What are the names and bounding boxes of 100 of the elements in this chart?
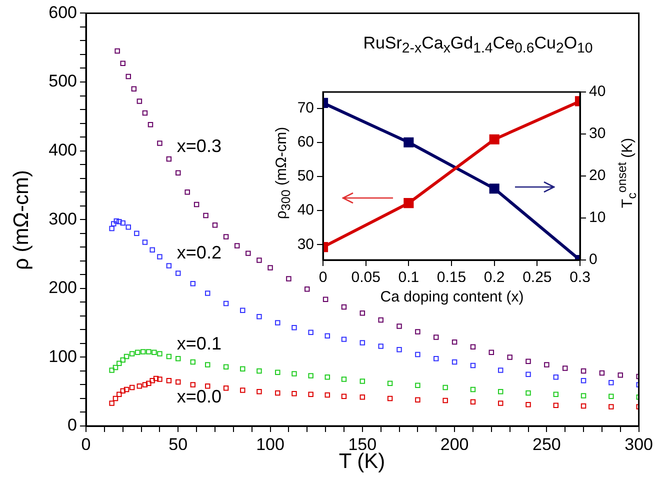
point: [553, 402, 559, 408]
series-label: x=0.2: [176, 242, 222, 263]
point: [341, 304, 347, 310]
point: [205, 383, 210, 389]
point: [256, 388, 262, 394]
point: [608, 404, 614, 410]
point: [580, 378, 586, 384]
point: [507, 354, 512, 360]
point: [205, 362, 210, 368]
series-label: x=0.1: [176, 333, 222, 354]
x-tick-label: 0.1: [398, 269, 420, 286]
point: [129, 384, 135, 390]
point: [234, 243, 240, 248]
y-tick-label: 30: [297, 236, 314, 253]
point: [470, 386, 476, 392]
point: [116, 392, 122, 397]
point: [240, 366, 246, 372]
point: [544, 362, 550, 368]
y-tick-label: 300: [48, 209, 77, 228]
point: [433, 334, 439, 340]
point: [240, 388, 246, 393]
point: [152, 350, 157, 356]
point: [114, 218, 120, 224]
y-tick-label: 600: [48, 2, 77, 22]
x-tick-label: 0: [81, 434, 91, 454]
y-tick-label: 70: [297, 100, 314, 116]
point: [176, 379, 181, 385]
point: [176, 270, 181, 276]
point: [256, 258, 262, 263]
point: [246, 250, 251, 256]
point: [498, 388, 504, 394]
point: [116, 360, 122, 366]
x-tick-label: 0: [318, 269, 328, 286]
point: [157, 351, 162, 356]
y-tick-label: 60: [297, 134, 314, 151]
point: [304, 286, 310, 292]
point: [256, 368, 262, 374]
point: [157, 254, 162, 260]
point: [223, 300, 229, 306]
point: [212, 222, 218, 228]
point: [360, 340, 366, 346]
x-tick-label: 250: [532, 434, 561, 454]
point: [150, 247, 155, 252]
x-tick-label: 50: [168, 434, 188, 454]
point: [150, 378, 155, 384]
y2-tick-label: 0: [589, 251, 598, 268]
y2-tick-label: 30: [589, 125, 606, 142]
x-tick-label: 0.15: [436, 269, 466, 286]
point: [608, 380, 614, 386]
point: [442, 384, 448, 390]
point: [134, 350, 140, 356]
point: [442, 398, 448, 404]
y-tick-label: 100: [48, 346, 77, 366]
point: [109, 400, 114, 406]
point: [142, 110, 148, 116]
point: [166, 263, 172, 268]
point: [240, 308, 246, 314]
point: [324, 333, 330, 338]
point: [176, 356, 181, 362]
point: [223, 386, 229, 391]
x-axis-title: Ca doping content (x): [380, 288, 524, 306]
point: [396, 347, 402, 352]
point: [275, 370, 280, 375]
point: [157, 376, 162, 382]
point: [136, 383, 142, 389]
point: [452, 359, 458, 365]
point: [341, 336, 347, 342]
point: [341, 394, 347, 400]
point: [562, 366, 568, 371]
point: [146, 349, 152, 354]
point: [526, 390, 531, 396]
point: [580, 368, 586, 374]
point: [396, 324, 402, 329]
point: [148, 122, 154, 128]
point: [387, 380, 393, 386]
point: [498, 400, 504, 406]
x-tick-label: 0.25: [522, 269, 552, 286]
point: [131, 86, 137, 92]
y2-tick-label: 40: [589, 83, 606, 100]
point: [120, 388, 126, 394]
point: [526, 402, 531, 408]
point: [286, 276, 292, 282]
point: [275, 320, 280, 326]
x-tick-label: 0.3: [570, 269, 590, 286]
chart-title: RuSr$_{2-x}$Ca$_{x}$Gd$_{1.4}$Ce$_{0.6}$Cu$_{2}$O$_{10}$: [363, 33, 593, 57]
y2-tick-label: 20: [589, 167, 606, 184]
point: [190, 359, 196, 365]
point: [275, 390, 280, 396]
point: [341, 376, 347, 382]
point: [112, 364, 118, 370]
point: [292, 391, 297, 396]
point: [166, 378, 172, 384]
point: [488, 350, 494, 356]
point: [153, 376, 159, 382]
y-tick-label: 400: [48, 140, 77, 160]
x-tick-label: 100: [256, 434, 284, 454]
point: [111, 221, 116, 226]
point: [415, 397, 420, 402]
point: [126, 224, 132, 230]
point: [308, 373, 314, 378]
